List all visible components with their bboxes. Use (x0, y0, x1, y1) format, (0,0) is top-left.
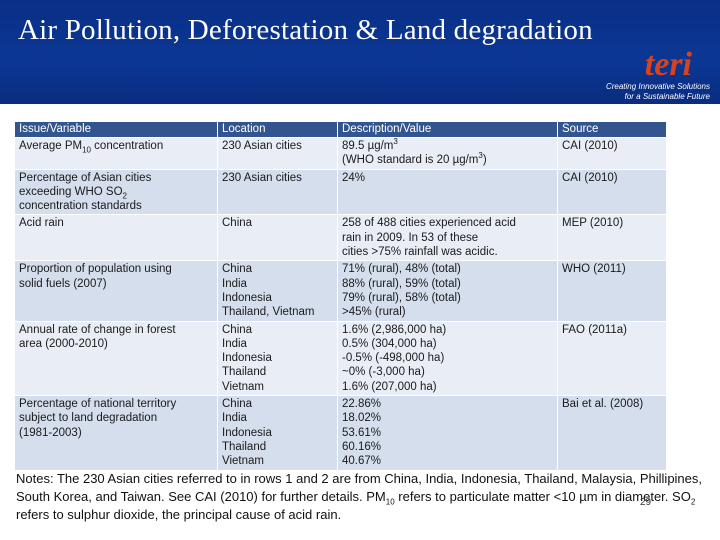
table-row: Acid rain China 258 of 488 cities experi… (14, 214, 667, 262)
title-banner: Air Pollution, Deforestation & Land degr… (0, 0, 720, 104)
issue-cell: Acid rain (14, 214, 218, 262)
table-row: Percentage of Asian cities exceeding WHO… (14, 168, 667, 216)
logo-tagline-line2: for a Sustainable Future (624, 92, 710, 101)
table-row: Annual rate of change in forest area (20… (14, 320, 667, 397)
description-cell: 24% (337, 168, 558, 216)
logo-tagline-line1: Creating Innovative Solutions (605, 82, 710, 91)
issue-cell: Percentage of national territory subject… (14, 395, 218, 471)
description-cell: 1.6% (2,986,000 ha) 0.5% (304,000 ha) -0… (337, 320, 558, 397)
location-cell: China India Indonesia Thailand Vietnam (217, 395, 338, 471)
description-cell: 89.5 µg/m3 (WHO standard is 20 µg/m3) (337, 137, 558, 170)
column-header: Location (217, 121, 338, 138)
issue-cell: Annual rate of change in forest area (20… (14, 320, 218, 397)
location-cell: China India Indonesia Thailand Vietnam (217, 320, 338, 397)
source-cell: FAO (2011a) (557, 320, 667, 397)
location-cell: China India Indonesia Thailand, Vietnam (217, 260, 338, 322)
description-cell: 22.86% 18.02% 53.61% 60.16% 40.67% (337, 395, 558, 471)
source-cell: MEP (2010) (557, 214, 667, 262)
location-cell: 230 Asian cities (217, 137, 338, 170)
issue-cell: Proportion of population using solid fue… (14, 260, 218, 322)
table-header-row: Issue/Variable Location Description/Valu… (14, 121, 667, 138)
source-cell: WHO (2011) (557, 260, 667, 322)
teri-logo: teri Creating Innovative Solutions for a… (600, 48, 710, 104)
data-table: Issue/Variable Location Description/Valu… (14, 121, 667, 471)
location-cell: 230 Asian cities (217, 168, 338, 216)
column-header: Issue/Variable (14, 121, 218, 138)
description-cell: 71% (rural), 48% (total) 88% (rural), 59… (337, 260, 558, 322)
table-notes: Notes: The 230 Asian cities referred to … (16, 471, 703, 522)
description-cell: 258 of 488 cities experienced acid rain … (337, 214, 558, 262)
slide-title: Air Pollution, Deforestation & Land degr… (18, 14, 593, 46)
table-row: Proportion of population using solid fue… (14, 260, 667, 322)
page-number: 29 (640, 497, 652, 508)
column-header: Source (557, 121, 667, 138)
issue-cell: Average PM10 concentration (14, 137, 218, 170)
logo-wordmark: teri (644, 46, 692, 83)
source-cell: CAI (2010) (557, 137, 667, 170)
location-cell: China (217, 214, 338, 262)
column-header: Description/Value (337, 121, 558, 138)
table-row: Percentage of national territory subject… (14, 395, 667, 471)
issue-cell: Percentage of Asian cities exceeding WHO… (14, 168, 218, 216)
table-row: Average PM10 concentration 230 Asian cit… (14, 137, 667, 170)
source-cell: CAI (2010) (557, 168, 667, 216)
source-cell: Bai et al. (2008) (557, 395, 667, 471)
